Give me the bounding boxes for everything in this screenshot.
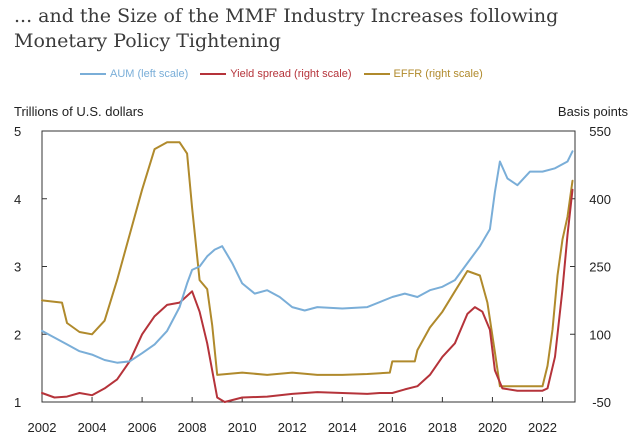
x-tick-label: 2008	[178, 420, 207, 435]
x-tick-label: 2010	[228, 420, 257, 435]
legend-label-aum: AUM (left scale)	[110, 68, 189, 80]
legend-label-yield-spread: Yield spread (right scale)	[230, 68, 352, 80]
series-line-aum	[41, 150, 574, 364]
legend-item-yield-spread: Yield spread (right scale)	[200, 68, 352, 80]
x-tick-label: 2018	[428, 420, 457, 435]
legend-swatch-yield-spread	[200, 73, 227, 75]
x-tick-label: 2004	[78, 420, 107, 435]
x-tick-label: 2022	[528, 420, 557, 435]
series-line-effr	[41, 141, 574, 388]
x-tick-label: 2002	[28, 420, 57, 435]
legend-swatch-aum	[80, 73, 106, 75]
left-tick-label: 3	[14, 260, 21, 275]
x-tick-label: 2006	[128, 420, 157, 435]
left-tick-label: 2	[14, 327, 21, 342]
right-tick-label: 100	[589, 327, 611, 342]
x-tick-label: 2012	[278, 420, 307, 435]
left-tick-label: 4	[14, 192, 21, 207]
x-tick-label: 2020	[478, 420, 507, 435]
chart-legend: AUM (left scale) Yield spread (right sca…	[80, 66, 483, 82]
left-axis-title: Trillions of U.S. dollars	[14, 104, 144, 119]
left-tick-label: 5	[14, 124, 21, 139]
legend-label-effr: EFFR (right scale)	[393, 68, 483, 80]
right-tick-label: 250	[589, 260, 611, 275]
chart-title: ... and the Size of the MMF Industry Inc…	[14, 5, 559, 52]
right-tick-label: -50	[592, 395, 611, 410]
left-tick-label: 1	[14, 395, 21, 410]
legend-item-effr: EFFR (right scale)	[363, 68, 483, 80]
legend-item-aum: AUM (left scale)	[80, 68, 188, 80]
right-tick-label: 400	[589, 192, 611, 207]
x-tick-label: 2016	[378, 420, 407, 435]
series-line-yield-spread	[41, 188, 574, 403]
x-tick-label: 2014	[328, 420, 357, 435]
right-axis-title: Basis points	[557, 104, 628, 119]
right-tick-label: 550	[589, 124, 611, 139]
legend-swatch-effr	[363, 73, 390, 75]
